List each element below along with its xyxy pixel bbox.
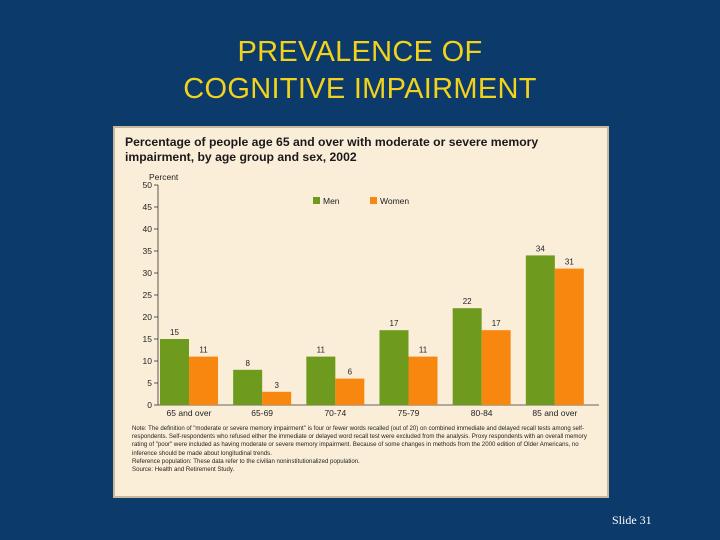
bar-men-0	[160, 339, 189, 405]
data-label-women-5: 31	[565, 258, 574, 267]
note-text: Note: The definition of "moderate or sev…	[132, 425, 587, 457]
legend-label-women: Women	[380, 196, 409, 206]
y-tick-label: 40	[143, 224, 153, 234]
bar-men-5	[525, 255, 555, 405]
bar-men-2	[306, 356, 336, 405]
source-text: Source: Health and Retirement Study.	[132, 466, 235, 474]
x-tick-label: 75-79	[398, 408, 420, 418]
reference-population-text: Reference population: These data refer t…	[132, 457, 360, 465]
y-tick-label: 30	[143, 268, 153, 278]
x-tick-label: 80-84	[471, 408, 493, 418]
slide-title-line-1: PREVALENCE OF	[237, 36, 483, 68]
bar-women-0	[189, 356, 218, 405]
bar-men-3	[379, 330, 409, 405]
legend-swatch-women	[370, 197, 377, 204]
data-label-women-4: 17	[492, 319, 501, 328]
data-label-women-2: 6	[348, 368, 353, 377]
y-tick-label: 20	[143, 312, 153, 322]
data-label-men-4: 22	[463, 297, 472, 306]
bar-women-5	[554, 268, 584, 405]
data-label-men-3: 17	[390, 319, 399, 328]
y-axis-label: Percent	[149, 172, 179, 182]
data-label-men-1: 8	[245, 359, 250, 368]
x-tick-label: 65-69	[251, 408, 273, 418]
bar-women-3	[408, 356, 438, 405]
x-tick-label: 70-74	[324, 408, 346, 418]
x-tick-label: 85 and over	[532, 408, 577, 418]
legend-label-men: Men	[323, 196, 340, 206]
slide-title: PREVALENCE OF COGNITIVE IMPAIRMENT	[0, 34, 720, 108]
y-tick-label: 45	[143, 202, 153, 212]
y-tick-label: 50	[143, 180, 153, 190]
data-label-men-2: 11	[317, 346, 326, 355]
y-tick-label: 25	[143, 290, 153, 300]
data-label-men-0: 15	[170, 328, 179, 337]
data-label-women-3: 11	[419, 346, 428, 355]
y-tick-label: 0	[147, 400, 152, 410]
bar-men-4	[452, 308, 482, 405]
bar-women-2	[335, 378, 365, 405]
y-tick-label: 5	[147, 378, 152, 388]
slide-title-line-2: COGNITIVE IMPAIRMENT	[183, 73, 537, 105]
chart-notes: Note: The definition of "moderate or sev…	[132, 425, 600, 474]
chart-panel: Percentage of people age 65 and over wit…	[113, 126, 609, 498]
data-label-women-1: 3	[274, 381, 279, 390]
data-label-men-5: 34	[536, 244, 545, 253]
data-label-women-0: 11	[199, 346, 208, 355]
x-tick-label: 65 and over	[167, 408, 212, 418]
chart-title: Percentage of people age 65 and over wit…	[125, 135, 539, 164]
bar-women-4	[481, 330, 511, 405]
slide-number: Slide 31	[612, 513, 652, 527]
bar-men-1	[233, 369, 263, 405]
bar-women-1	[262, 391, 292, 405]
y-tick-label: 35	[143, 246, 153, 256]
y-tick-label: 15	[143, 334, 153, 344]
legend-swatch-men	[313, 197, 320, 204]
y-tick-label: 10	[143, 356, 153, 366]
